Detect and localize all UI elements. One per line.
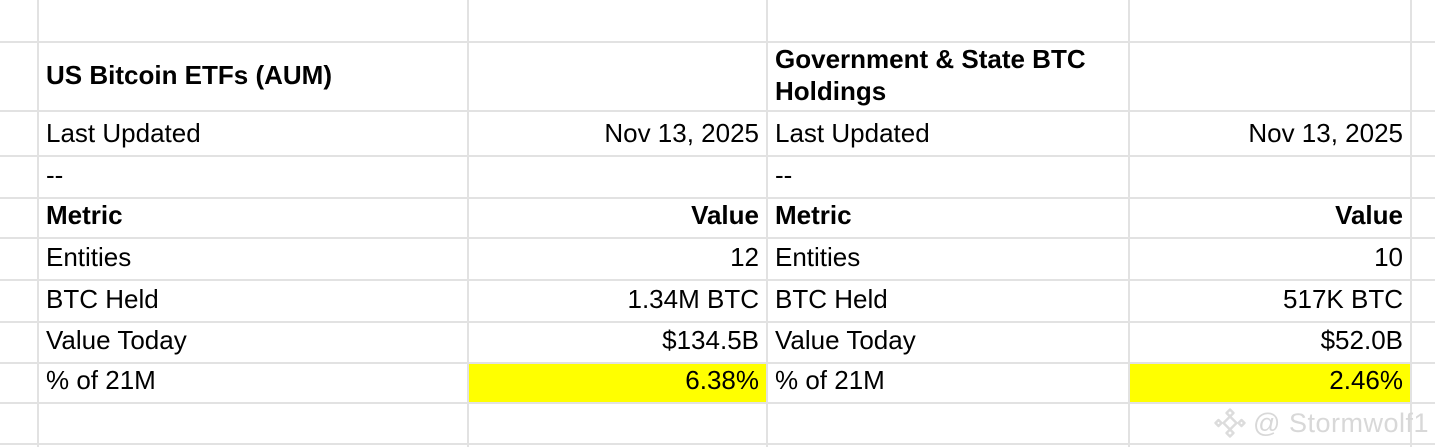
right-btc-held-value-cell[interactable]: 517K BTC	[1283, 284, 1403, 314]
left-pct-21m-label-cell[interactable]: % of 21M	[46, 365, 156, 395]
grid-vline-2	[467, 0, 469, 447]
left-value-header-cell[interactable]: Value	[691, 200, 759, 230]
right-entities-label-cell[interactable]: Entities	[775, 242, 861, 272]
grid-vline-4	[1128, 0, 1130, 447]
right-pct-21m-value-cell-highlighted[interactable]: 2.46%	[1128, 362, 1410, 402]
right-value-header-cell[interactable]: Value	[1335, 200, 1403, 230]
grid-vline-5	[1410, 0, 1412, 447]
left-btc-held-value-cell[interactable]: 1.34M BTC	[627, 284, 760, 314]
right-entities-value-cell[interactable]: 10	[1374, 242, 1403, 272]
grid-hline-8	[0, 362, 1435, 364]
left-separator-cell[interactable]: --	[46, 160, 64, 190]
left-last-updated-value-cell[interactable]: Nov 13, 2025	[604, 118, 759, 148]
grid-hline-2	[0, 110, 1435, 112]
right-value-today-value-cell[interactable]: $52.0B	[1320, 325, 1403, 355]
right-btc-held-label-cell[interactable]: BTC Held	[775, 284, 888, 314]
right-table-title-cell[interactable]: Government & State BTC Holdings	[775, 43, 1093, 106]
left-entities-label-cell[interactable]: Entities	[46, 242, 132, 272]
binance-logo-icon	[1214, 407, 1246, 439]
left-value-today-value-cell[interactable]: $134.5B	[662, 325, 759, 355]
grid-hline-5	[0, 237, 1435, 239]
grid-hline-3	[0, 155, 1435, 157]
grid-hline-1	[0, 41, 1435, 43]
left-entities-value-cell[interactable]: 12	[730, 242, 759, 272]
right-last-updated-value-cell[interactable]: Nov 13, 2025	[1248, 118, 1403, 148]
left-table-title-cell[interactable]: US Bitcoin ETFs (AUM)	[46, 59, 332, 90]
watermark: @ Stormwolf1	[1214, 404, 1429, 442]
left-pct-21m-value-cell-highlighted[interactable]: 6.38%	[467, 362, 766, 402]
grid-hline-4	[0, 197, 1435, 199]
right-pct-21m-label-cell[interactable]: % of 21M	[775, 365, 885, 395]
right-last-updated-label-cell[interactable]: Last Updated	[775, 118, 930, 148]
grid-hline-9	[0, 402, 1435, 404]
grid-hline-7	[0, 321, 1435, 323]
right-separator-cell[interactable]: --	[775, 160, 793, 190]
left-value-today-label-cell[interactable]: Value Today	[46, 325, 187, 355]
right-metric-header-cell[interactable]: Metric	[775, 200, 852, 230]
left-last-updated-label-cell[interactable]: Last Updated	[46, 118, 201, 148]
grid-vline-3	[766, 0, 768, 447]
grid-vline-1	[37, 0, 39, 447]
left-btc-held-label-cell[interactable]: BTC Held	[46, 284, 159, 314]
grid-hline-6	[0, 279, 1435, 281]
grid-hline-10	[0, 443, 1435, 445]
left-metric-header-cell[interactable]: Metric	[46, 200, 123, 230]
watermark-handle: @ Stormwolf1	[1253, 407, 1429, 438]
right-value-today-label-cell[interactable]: Value Today	[775, 325, 916, 355]
